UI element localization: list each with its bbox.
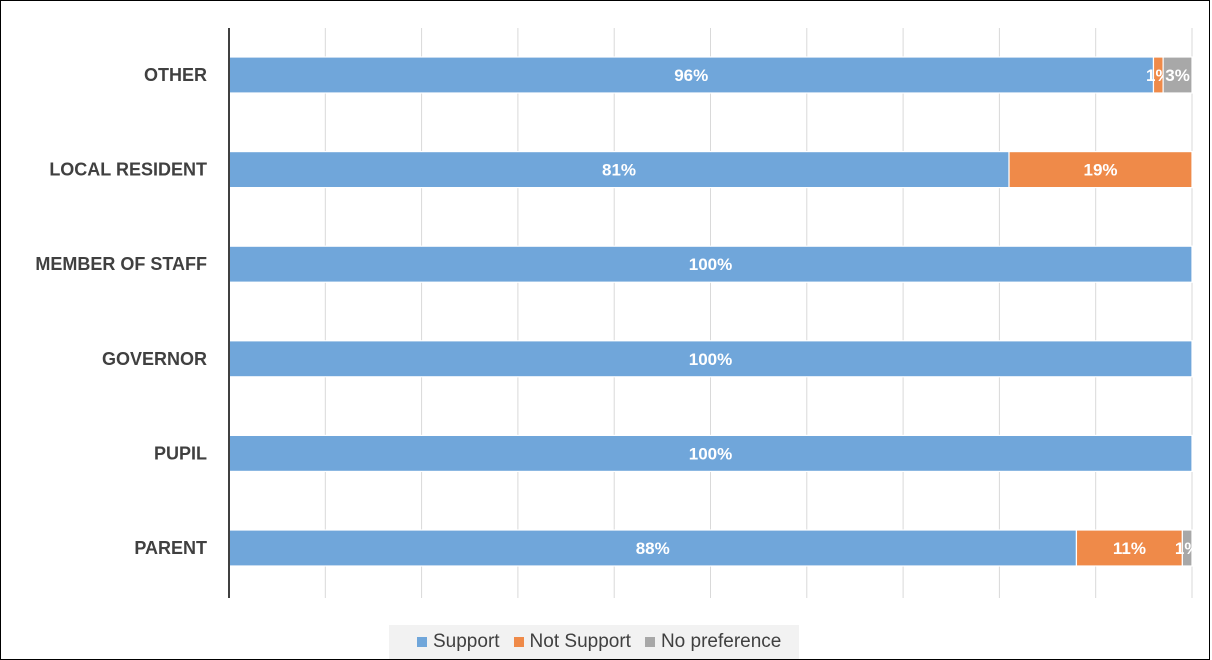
category-label: MEMBER OF STAFF	[35, 254, 207, 274]
category-label: LOCAL RESIDENT	[49, 160, 207, 180]
legend: Support Not Support No preference	[389, 625, 800, 659]
category-label: GOVERNOR	[102, 349, 207, 369]
data-label: 100%	[689, 444, 732, 463]
data-label: 100%	[689, 255, 732, 274]
bar-segment	[228, 151, 1010, 189]
bar-segment	[228, 340, 1193, 378]
data-label: 1%	[1175, 539, 1200, 558]
category-label: OTHER	[144, 65, 207, 85]
legend-swatch-no-preference	[644, 637, 655, 647]
bar-segment	[1162, 56, 1193, 94]
legend-item-no-preference: No preference	[644, 631, 782, 653]
data-label: 100%	[689, 350, 732, 369]
bar-segment	[228, 434, 1193, 472]
legend-label-no-preference: No preference	[660, 631, 782, 652]
legend-item-not-support: Not Support	[513, 631, 631, 653]
data-label: 81%	[602, 161, 636, 180]
bar-segment	[1008, 151, 1193, 189]
category-label: PUPIL	[154, 443, 207, 463]
data-label: 88%	[636, 539, 670, 558]
legend-swatch-not-support	[513, 637, 524, 647]
category-label: PARENT	[134, 538, 207, 558]
legend-label-support: Support	[433, 631, 500, 652]
data-label: 96%	[674, 66, 708, 85]
data-label: 19%	[1083, 161, 1117, 180]
bar-segment	[1075, 529, 1183, 567]
bar-segment	[1181, 529, 1193, 567]
data-label: 3%	[1165, 66, 1190, 85]
bar-segment	[228, 245, 1193, 283]
legend-item-support: Support	[417, 631, 500, 653]
data-label: 11%	[1113, 539, 1146, 558]
legend-swatch-support	[417, 637, 427, 647]
legend-label-not-support: Not Support	[529, 631, 631, 652]
